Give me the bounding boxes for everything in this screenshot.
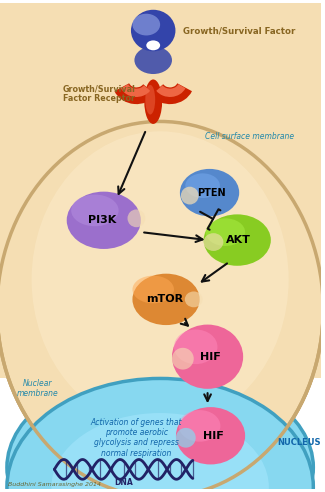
Ellipse shape [133,274,200,325]
Text: Growth/Survival
Factor Receptor: Growth/Survival Factor Receptor [62,84,135,103]
Ellipse shape [133,14,160,35]
Ellipse shape [185,291,202,308]
Ellipse shape [46,398,274,492]
Ellipse shape [127,210,145,227]
Ellipse shape [172,325,243,389]
Ellipse shape [133,276,174,304]
Text: Buddhini Samarasinghe 2014: Buddhini Samarasinghe 2014 [8,482,101,487]
Ellipse shape [67,192,141,249]
Ellipse shape [204,215,271,266]
Ellipse shape [0,122,323,492]
Text: mTOR: mTOR [147,294,184,305]
Ellipse shape [176,428,196,448]
Text: PTEN: PTEN [197,187,226,198]
Ellipse shape [176,407,245,464]
Text: Growth/Survival Factor: Growth/Survival Factor [183,26,295,35]
Ellipse shape [51,413,269,492]
Ellipse shape [135,46,172,74]
Text: Nuclear
membrane: Nuclear membrane [17,379,58,398]
Ellipse shape [32,131,289,428]
Ellipse shape [144,79,162,124]
Ellipse shape [206,218,245,246]
Ellipse shape [185,173,220,198]
Ellipse shape [7,378,313,492]
Ellipse shape [180,169,239,216]
Ellipse shape [174,330,217,364]
Text: Cell surface membrane: Cell surface membrane [204,132,294,141]
Text: PI3K: PI3K [88,215,116,225]
Ellipse shape [131,10,176,51]
Ellipse shape [0,122,323,492]
Ellipse shape [179,410,220,442]
Bar [0,0,325,378]
Ellipse shape [7,369,313,492]
Ellipse shape [145,85,155,115]
Text: DNA: DNA [114,478,133,487]
Text: AKT: AKT [226,235,251,245]
Text: HIF: HIF [203,431,224,441]
Text: Activation of genes that
promote aerobic
glycolysis and repress
normal respirati: Activation of genes that promote aerobic… [91,418,182,458]
Ellipse shape [32,131,289,428]
Ellipse shape [204,233,223,251]
Ellipse shape [71,195,119,226]
Ellipse shape [146,40,160,50]
Ellipse shape [181,186,199,205]
Text: HIF: HIF [200,352,221,362]
Text: NUCLEUS: NUCLEUS [277,438,320,447]
Ellipse shape [172,348,194,369]
